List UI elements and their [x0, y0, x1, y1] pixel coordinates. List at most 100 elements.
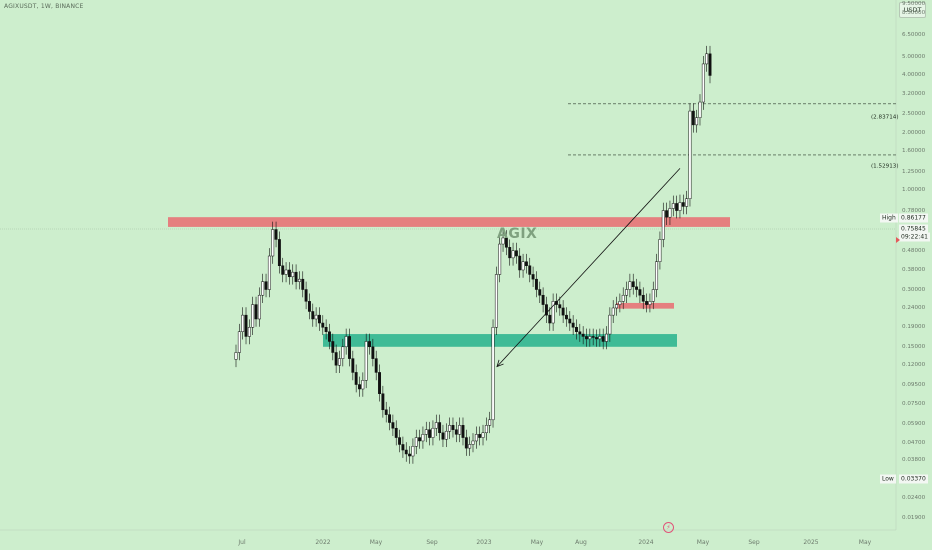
candle-up: [364, 341, 368, 381]
time-tick-label: Sep: [748, 539, 760, 546]
candle-down: [641, 294, 645, 302]
candle-down: [368, 341, 371, 348]
candle-up: [551, 301, 555, 324]
candle-down: [514, 250, 518, 257]
candle-down: [518, 255, 522, 271]
candle-up: [474, 434, 478, 442]
candle-up: [444, 430, 448, 440]
price-tick-label: 0.09500: [902, 381, 926, 388]
candle-up: [501, 237, 505, 245]
candle-down: [244, 314, 248, 337]
candle-down: [568, 318, 572, 324]
candle-up: [468, 444, 472, 449]
candle-up: [588, 336, 592, 340]
candle-down: [548, 314, 552, 324]
candle-up: [361, 380, 365, 390]
price-tick-label: 3.20000: [902, 90, 926, 97]
candle-down: [524, 261, 528, 266]
price-tick-label: 0.19000: [902, 324, 926, 331]
candle-down: [441, 432, 445, 440]
candle-up: [344, 336, 348, 348]
candle-up: [615, 304, 618, 309]
price-tick-label: 6.50000: [902, 32, 926, 39]
candle-down: [287, 269, 291, 278]
candle-down: [351, 358, 355, 373]
minor-resistance-zone: [616, 302, 674, 309]
tradingview-logo-icon[interactable]: ⚡: [663, 522, 674, 533]
price-tick-label: 8.50000: [902, 10, 926, 17]
candle-down: [328, 331, 331, 342]
time-tick-label: May: [369, 539, 383, 546]
last-price-arrow-icon: [896, 237, 900, 243]
last-price-value: 0.75845: [899, 224, 928, 234]
candle-down: [381, 393, 385, 411]
candle-up: [234, 352, 238, 360]
time-tick-label: May: [530, 539, 544, 546]
candle-down: [538, 289, 542, 296]
time-tick-label: 2023: [476, 539, 492, 546]
candle-down: [404, 449, 408, 455]
candle-up: [284, 269, 288, 275]
price-tick-label: 1.25000: [902, 168, 926, 175]
low-value: 0.03370: [899, 474, 928, 484]
candle-up: [314, 314, 318, 320]
candle-down: [378, 372, 381, 394]
time-tick-label: 2025: [803, 539, 819, 546]
candle-down: [454, 429, 458, 435]
time-tick-label: 2024: [638, 539, 654, 546]
candle-down: [541, 294, 545, 305]
price-tick-label: 0.03800: [902, 457, 926, 464]
level-upper-label: (2.83714): [871, 114, 899, 121]
candle-up: [484, 425, 488, 434]
candle-up: [271, 229, 275, 257]
price-tick-label: 0.78000: [902, 207, 926, 214]
price-axis[interactable]: 9.50000 8.50000 6.50000 5.00000 4.00000 3.200…: [896, 0, 932, 530]
candle-up: [705, 53, 709, 65]
candle-down: [571, 322, 575, 328]
candle-down: [638, 289, 642, 296]
candle-down: [418, 437, 422, 442]
candle-up: [598, 336, 602, 340]
candle-down: [401, 444, 405, 451]
time-tick-label: Aug: [575, 539, 587, 546]
time-tick-label: Jul: [238, 539, 246, 546]
currency-button[interactable]: USDT: [899, 2, 926, 18]
candle-up: [498, 243, 502, 275]
candle-up: [291, 271, 295, 278]
candle-down: [645, 301, 649, 305]
candle-down: [461, 425, 465, 438]
candle-down: [595, 337, 598, 340]
candle-down: [635, 286, 639, 290]
candle-up: [511, 250, 515, 259]
candle-up: [241, 314, 245, 332]
candle-down: [438, 422, 442, 434]
candle-up: [688, 110, 692, 199]
candle-down: [331, 341, 335, 353]
candle-up: [261, 281, 265, 296]
candle-up: [678, 202, 682, 211]
candle-up: [618, 301, 622, 305]
candle-up: [608, 314, 612, 335]
price-tick-label: 2.50000: [902, 111, 926, 118]
candle-up: [655, 261, 659, 290]
candle-down: [708, 53, 712, 76]
candle-down: [504, 237, 508, 248]
candle-up: [431, 427, 435, 438]
candle-down: [585, 336, 588, 340]
candle-down: [354, 372, 358, 385]
candle-down: [358, 384, 361, 390]
candle-down: [544, 304, 548, 316]
price-tick-label: 0.01900: [902, 514, 926, 521]
candle-up: [481, 432, 485, 438]
candle-down: [575, 327, 578, 332]
candle-up: [434, 422, 438, 429]
time-tick-label: 2022: [315, 539, 331, 546]
candle-up: [668, 208, 672, 218]
resistance-zone: [168, 217, 730, 227]
candle-up: [698, 101, 702, 118]
candle-up: [621, 294, 625, 302]
candle-down: [318, 314, 321, 324]
price-tick-label: 0.02400: [902, 495, 926, 502]
candle-down: [528, 265, 532, 275]
